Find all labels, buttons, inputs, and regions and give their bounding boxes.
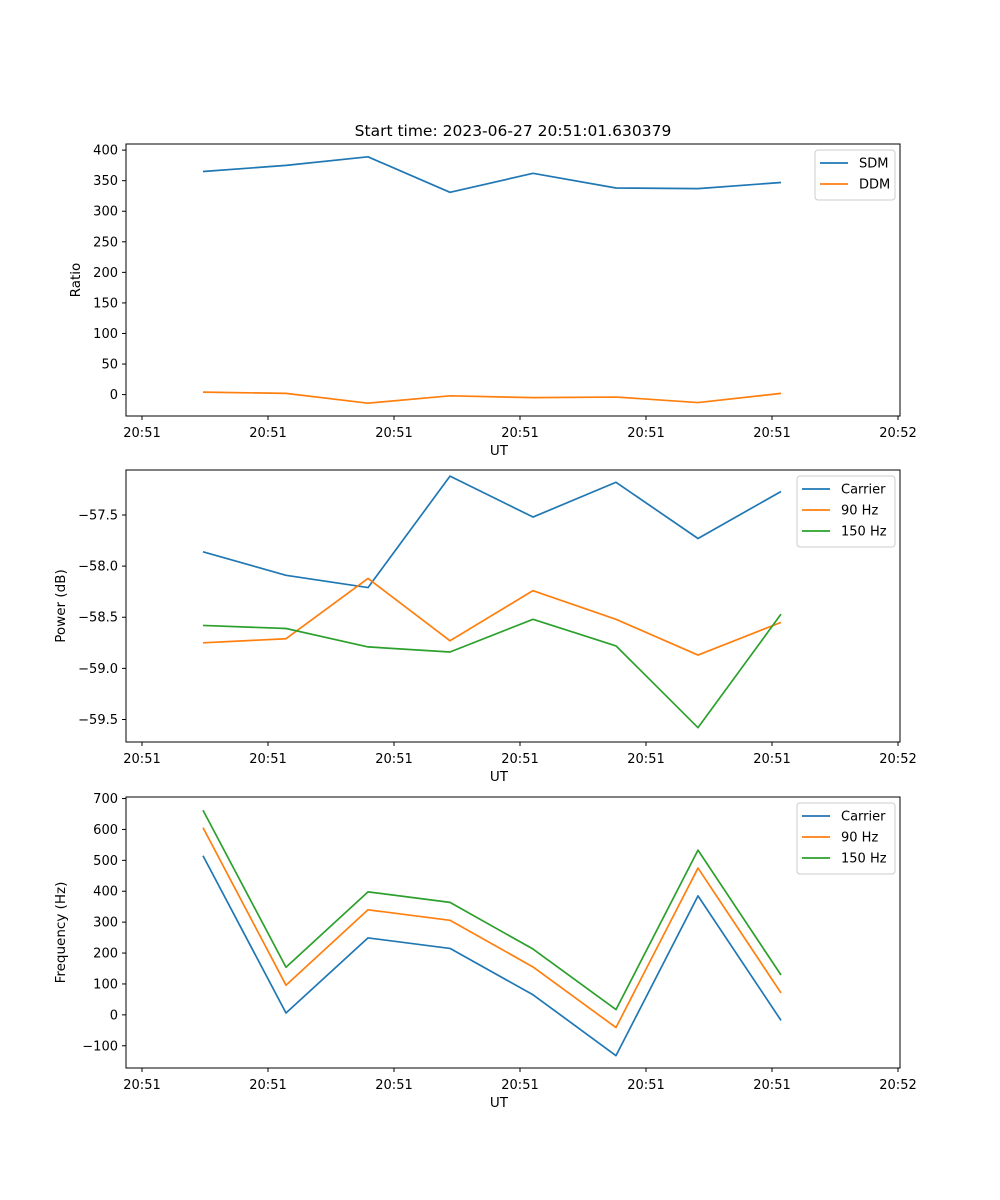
x-tick-label: 20:51 bbox=[501, 752, 538, 767]
legend-frame bbox=[796, 802, 896, 875]
chart-2: 20:51 20:51 20:51 20:51 20:51 20:51 20:52 −59.5… bbox=[53, 469, 917, 785]
series-line-sdm bbox=[202, 155, 782, 194]
x-tick-label: 20:51 bbox=[249, 1078, 286, 1093]
x-tick-label: 20:51 bbox=[627, 752, 664, 767]
y-tick-label: −59.0 bbox=[78, 662, 118, 677]
x-tick-label: 20:52 bbox=[879, 1078, 916, 1093]
y-tick-label: 400 bbox=[93, 885, 118, 900]
y-tick-label: 700 bbox=[93, 792, 118, 807]
x-tick-label: 20:52 bbox=[879, 426, 916, 441]
series-line-ddm bbox=[202, 391, 782, 405]
x-tick-label: 20:51 bbox=[753, 1078, 790, 1093]
legend: SDM DDM bbox=[814, 149, 896, 201]
chart-3: 20:51 20:51 20:51 20:51 20:51 20:51 20:52 −100 0… bbox=[53, 792, 917, 1111]
legend-label: Carrier bbox=[841, 810, 886, 825]
series-line-150-hz bbox=[202, 613, 782, 729]
x-axis-label: UT bbox=[490, 443, 509, 459]
x-axis-label: UT bbox=[490, 1095, 509, 1111]
legend-label: 90 Hz bbox=[841, 504, 878, 519]
x-tick-label: 20:51 bbox=[375, 752, 412, 767]
legend-label: DDM bbox=[859, 178, 890, 193]
x-tick-label: 20:52 bbox=[879, 752, 916, 767]
axes-frame bbox=[125, 143, 901, 417]
x-tick-label: 20:51 bbox=[501, 426, 538, 441]
legend: Carrier 90 Hz 150 Hz bbox=[796, 475, 896, 548]
y-tick-label: 100 bbox=[93, 327, 118, 342]
y-tick-label: 600 bbox=[93, 823, 118, 838]
x-tick-label: 20:51 bbox=[123, 752, 160, 767]
x-tick-label: 20:51 bbox=[375, 1078, 412, 1093]
x-tick-label: 20:51 bbox=[375, 426, 412, 441]
y-tick-label: 200 bbox=[93, 266, 118, 281]
y-tick-label: 150 bbox=[93, 296, 118, 311]
x-tick-label: 20:51 bbox=[501, 1078, 538, 1093]
y-tick-label: 500 bbox=[93, 854, 118, 869]
x-tick-label: 20:51 bbox=[123, 426, 160, 441]
axes-frame bbox=[125, 796, 901, 1069]
chart-1: 20:51 20:51 20:51 20:51 20:51 20:51 20:52 0 50 10… bbox=[68, 143, 917, 459]
axes-frame bbox=[125, 469, 901, 743]
legend-frame bbox=[796, 475, 896, 548]
legend-label: Carrier bbox=[841, 483, 886, 498]
y-tick-label: 250 bbox=[93, 235, 118, 250]
series-line-90-hz bbox=[202, 827, 782, 1029]
y-tick-label: 300 bbox=[93, 916, 118, 931]
y-tick-label: 100 bbox=[93, 977, 118, 992]
y-tick-label: 350 bbox=[93, 174, 118, 189]
x-tick-label: 20:51 bbox=[627, 1078, 664, 1093]
series-line-carrier bbox=[202, 855, 782, 1057]
y-axis-label: Frequency (Hz) bbox=[53, 882, 69, 984]
x-tick-label: 20:51 bbox=[123, 1078, 160, 1093]
figure-title: Start time: 2023-06-27 20:51:01.630379 bbox=[355, 122, 672, 140]
y-tick-label: 0 bbox=[110, 388, 118, 403]
y-axis-label: Power (dB) bbox=[53, 569, 69, 642]
y-tick-label: 300 bbox=[93, 205, 118, 220]
y-tick-label: −59.5 bbox=[78, 713, 118, 728]
y-tick-label: −58.5 bbox=[78, 611, 118, 626]
legend: Carrier 90 Hz 150 Hz bbox=[796, 802, 896, 875]
series-line-carrier bbox=[202, 475, 782, 589]
legend-label: 90 Hz bbox=[841, 831, 878, 846]
x-tick-label: 20:51 bbox=[753, 426, 790, 441]
y-tick-label: 400 bbox=[93, 144, 118, 159]
x-axis-label: UT bbox=[490, 769, 509, 785]
x-tick-label: 20:51 bbox=[753, 752, 790, 767]
legend-label: SDM bbox=[859, 157, 888, 172]
y-tick-label: −100 bbox=[82, 1039, 118, 1054]
y-tick-label: −57.5 bbox=[78, 508, 118, 523]
y-tick-label: 0 bbox=[110, 1008, 118, 1023]
series-line-90-hz bbox=[202, 577, 782, 656]
series-line-150-hz bbox=[202, 809, 782, 1011]
legend-label: 150 Hz bbox=[841, 852, 887, 867]
charts-group: 20:51 20:51 20:51 20:51 20:51 20:51 20:52 0 50 10… bbox=[53, 143, 917, 1111]
y-tick-label: 200 bbox=[93, 947, 118, 962]
x-tick-label: 20:51 bbox=[249, 426, 286, 441]
legend-label: 150 Hz bbox=[841, 525, 887, 540]
y-axis-label: Ratio bbox=[68, 263, 84, 298]
x-tick-label: 20:51 bbox=[249, 752, 286, 767]
y-tick-label: −58.0 bbox=[78, 560, 118, 575]
y-tick-label: 50 bbox=[101, 358, 118, 373]
x-tick-label: 20:51 bbox=[627, 426, 664, 441]
